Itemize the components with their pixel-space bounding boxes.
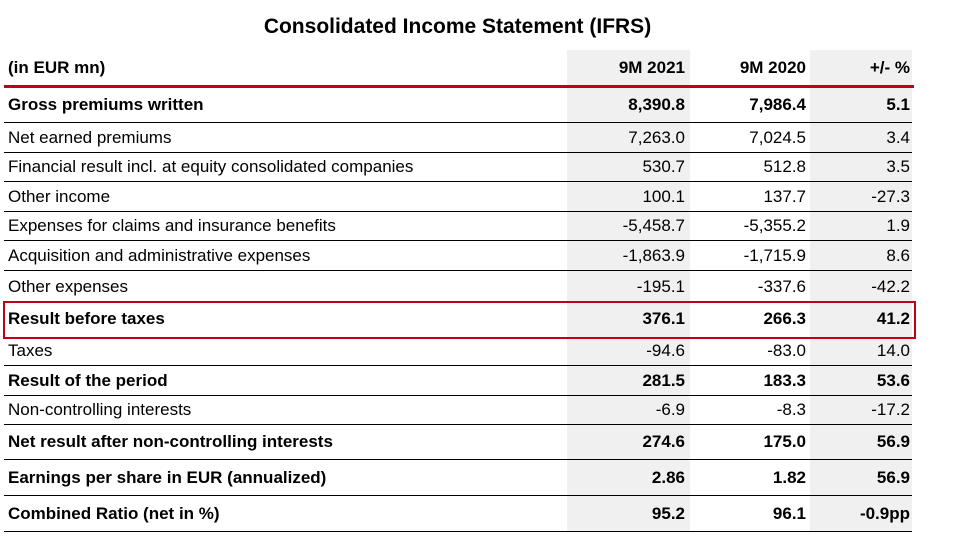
table-row: Other income 100.1 137.7 -27.3 [4,182,912,212]
value-change: 53.6 [810,366,912,395]
table-row: Combined Ratio (net in %) 95.2 96.1 -0.9pp [4,496,912,532]
value-9m-2020: 512.8 [763,157,806,176]
table-row: Financial result incl. at equity consoli… [4,153,912,182]
value-9m-2021: -5,458.7 [567,212,690,240]
value-9m-2021: -195.1 [567,271,690,302]
page-title: Consolidated Income Statement (IFRS) [263,15,652,38]
header-change-percent: +/- % [810,50,912,86]
value-change: 8.6 [810,241,912,270]
value-9m-2021: 7,263.0 [567,123,690,152]
value-9m-2020: 137.7 [763,186,806,206]
header-label: (in EUR mn) [8,58,106,77]
table-row: Net result after non-controlling interes… [4,425,912,460]
value-9m-2021: 281.5 [567,366,690,395]
table-row: Acquisition and administrative expenses -… [4,241,912,271]
value-9m-2021: 274.6 [567,425,690,459]
table-row: Other expenses -195.1 -337.6 -42.2 [4,271,912,302]
value-change: -0.9pp [810,496,912,531]
value-change: 5.1 [810,88,912,122]
table-row: Net earned premiums 7,263.0 7,024.5 3.4 [4,123,912,153]
value-9m-2020: -8.3 [776,400,806,419]
header-9m-2021: 9M 2021 [567,50,690,86]
value-9m-2020: 1.82 [772,467,806,487]
value-9m-2020: 266.3 [763,309,806,328]
header-9m-2020: 9M 2020 [739,58,806,77]
table-row: Result of the period 281.5 183.3 53.6 [4,366,912,396]
table-row: Taxes -94.6 -83.0 14.0 [4,336,912,366]
row-label: Result of the period [8,370,168,390]
header-divider-red [4,85,914,88]
value-9m-2020: 7,986.4 [749,95,806,114]
value-9m-2021: 2.86 [567,460,690,495]
table-row: Result before taxes 376.1 266.3 41.2 [4,302,912,336]
table-row: Expenses for claims and insurance benefi… [4,212,912,241]
value-9m-2021: 100.1 [567,182,690,211]
row-label: Result before taxes [8,309,165,328]
value-9m-2020: 175.0 [763,432,806,451]
value-9m-2021: 8,390.8 [567,88,690,122]
table-row: Non-controlling interests -6.9 -8.3 -17.2 [4,396,912,425]
row-label: Non-controlling interests [8,400,192,419]
row-label: Other income [8,186,111,206]
income-statement-table: (in EUR mn) 9M 2021 9M 2020 +/- % Gross … [4,50,912,532]
value-change: 3.5 [810,153,912,181]
row-label: Expenses for claims and insurance benefi… [8,216,336,235]
value-9m-2020: 7,024.5 [749,127,806,147]
value-change: 41.2 [810,302,912,336]
row-label: Gross premiums written [8,95,204,114]
row-label: Net earned premiums [8,127,172,147]
row-label: Net result after non-controlling interes… [8,432,333,451]
row-label: Other expenses [8,276,129,296]
value-9m-2021: 530.7 [567,153,690,181]
value-9m-2021: -6.9 [567,396,690,424]
value-change: 56.9 [810,460,912,495]
value-change: -27.3 [810,182,912,211]
row-label: Acquisition and administrative expenses [8,245,311,265]
value-9m-2020: -83.0 [767,340,806,360]
value-change: 1.9 [810,212,912,240]
row-label: Combined Ratio (net in %) [8,503,220,523]
value-change: 14.0 [810,336,912,365]
value-9m-2020: -1,715.9 [743,245,806,265]
value-9m-2021: -1,863.9 [567,241,690,270]
table-header-row: (in EUR mn) 9M 2021 9M 2020 +/- % [4,50,912,86]
value-9m-2020: -337.6 [757,276,806,296]
value-9m-2021: -94.6 [567,336,690,365]
value-change: -42.2 [810,271,912,302]
row-label: Financial result incl. at equity consoli… [8,157,414,176]
value-9m-2021: 376.1 [567,302,690,336]
value-9m-2020: 96.1 [772,503,806,523]
value-change: -17.2 [810,396,912,424]
table-row: Earnings per share in EUR (annualized) 2.… [4,460,912,496]
row-label: Earnings per share in EUR (annualized) [8,467,327,487]
table-row: Gross premiums written 8,390.8 7,986.4 5.1 [4,88,912,123]
value-change: 56.9 [810,425,912,459]
value-9m-2020: -5,355.2 [743,216,806,235]
value-change: 3.4 [810,123,912,152]
value-9m-2021: 95.2 [567,496,690,531]
row-label: Taxes [8,340,53,360]
value-9m-2020: 183.3 [763,370,806,390]
